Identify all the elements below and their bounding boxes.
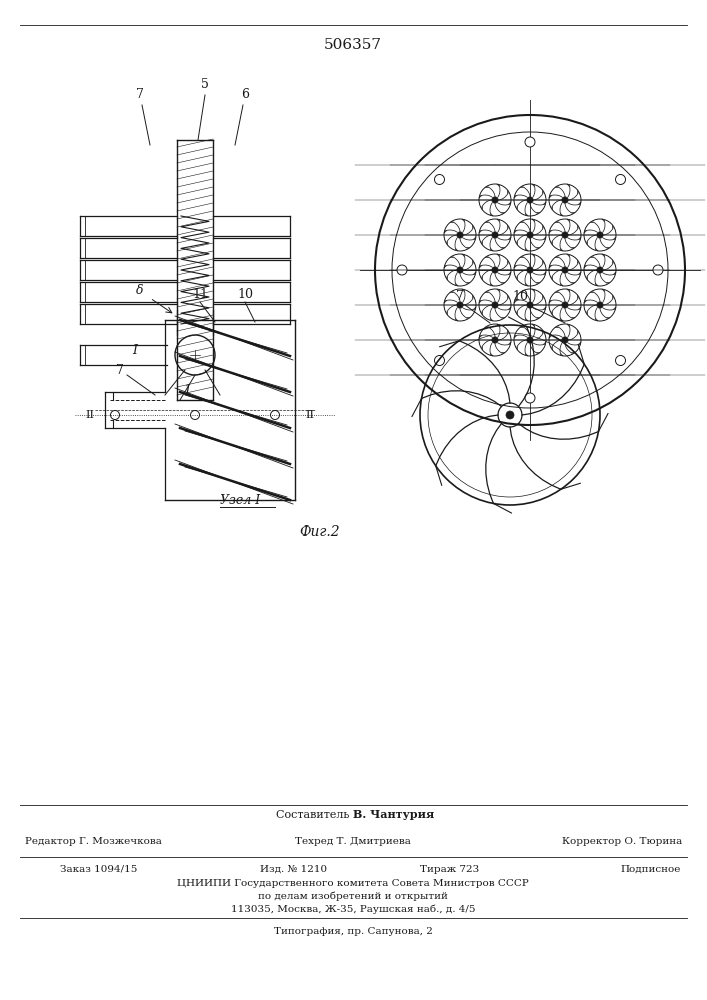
Text: 7: 7	[116, 363, 124, 376]
Text: Заказ 1094/15: Заказ 1094/15	[60, 864, 137, 874]
Text: Техред Т. Дмитриева: Техред Т. Дмитриева	[295, 838, 411, 846]
Circle shape	[492, 197, 498, 203]
Text: 7: 7	[456, 290, 464, 304]
Text: Изд. № 1210: Изд. № 1210	[260, 864, 327, 874]
Circle shape	[562, 302, 568, 308]
Text: 11: 11	[192, 288, 208, 302]
Circle shape	[616, 356, 626, 366]
Circle shape	[492, 337, 498, 343]
Circle shape	[562, 197, 568, 203]
Text: Узел I: Узел I	[220, 493, 260, 506]
Text: ЦНИИПИ Государственного комитета Совета Министров СССР: ЦНИИПИ Государственного комитета Совета …	[177, 879, 529, 888]
Text: δ: δ	[136, 284, 144, 296]
Text: II: II	[86, 410, 95, 420]
Circle shape	[597, 232, 603, 238]
Circle shape	[435, 356, 445, 366]
Text: 7: 7	[136, 89, 144, 102]
Circle shape	[435, 174, 445, 184]
Circle shape	[527, 197, 533, 203]
Circle shape	[527, 302, 533, 308]
Circle shape	[492, 302, 498, 308]
Text: В. Чантурия: В. Чантурия	[353, 810, 434, 820]
Circle shape	[527, 337, 533, 343]
Circle shape	[492, 232, 498, 238]
Circle shape	[457, 302, 463, 308]
Circle shape	[527, 267, 533, 273]
Circle shape	[597, 267, 603, 273]
Circle shape	[562, 232, 568, 238]
Circle shape	[562, 267, 568, 273]
Text: по делам изобретений и открытий: по делам изобретений и открытий	[258, 891, 448, 901]
Text: Редактор Г. Мозжечкова: Редактор Г. Мозжечкова	[25, 838, 162, 846]
Text: Подписное: Подписное	[620, 864, 680, 874]
Circle shape	[492, 267, 498, 273]
Circle shape	[653, 265, 663, 275]
Circle shape	[457, 232, 463, 238]
Text: 6: 6	[241, 89, 249, 102]
Circle shape	[527, 232, 533, 238]
Circle shape	[457, 267, 463, 273]
Circle shape	[616, 174, 626, 184]
Circle shape	[525, 393, 535, 403]
Text: 10: 10	[512, 290, 528, 304]
Text: 10: 10	[237, 288, 253, 302]
Circle shape	[506, 411, 514, 419]
Text: 1: 1	[183, 383, 191, 396]
Text: I: I	[132, 344, 137, 357]
Circle shape	[562, 337, 568, 343]
Text: 506357: 506357	[324, 38, 382, 52]
Text: Тираж 723: Тираж 723	[420, 864, 479, 874]
Text: 5: 5	[201, 79, 209, 92]
Circle shape	[397, 265, 407, 275]
Text: Типография, пр. Сапунова, 2: Типография, пр. Сапунова, 2	[274, 928, 433, 936]
Text: II: II	[305, 410, 315, 420]
Text: 113035, Москва, Ж-35, Раушская наб., д. 4/5: 113035, Москва, Ж-35, Раушская наб., д. …	[230, 904, 475, 914]
Text: Фиг.2: Фиг.2	[300, 525, 340, 539]
Circle shape	[525, 137, 535, 147]
Circle shape	[597, 302, 603, 308]
Text: Корректор О. Тюрина: Корректор О. Тюрина	[562, 838, 682, 846]
Text: Составитель: Составитель	[276, 810, 353, 820]
